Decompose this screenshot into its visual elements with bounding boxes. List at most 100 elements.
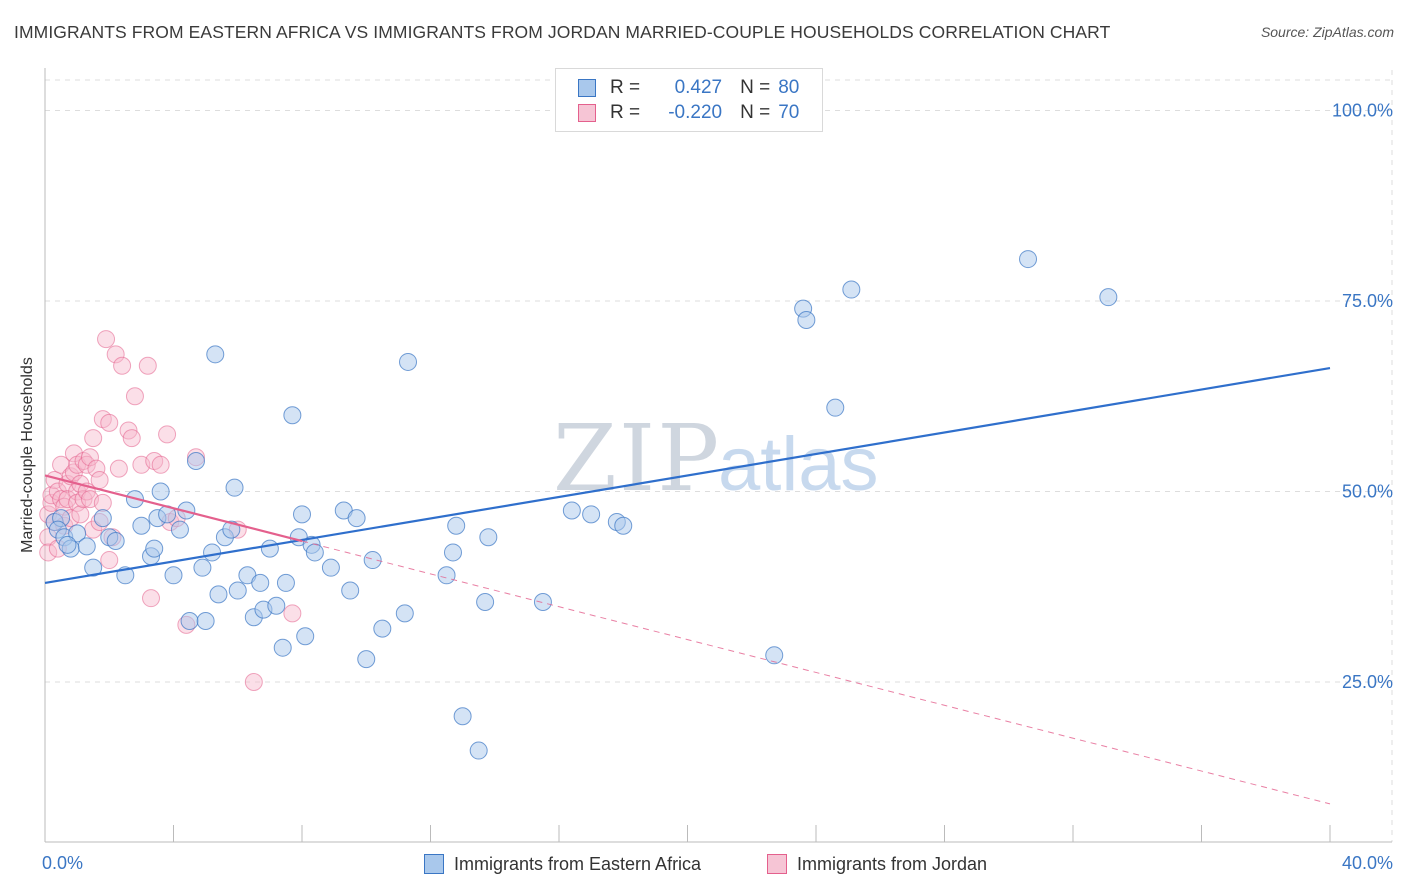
jordan-point (125, 387, 144, 406)
tick-labels: 25.0% 50.0% 75.0% 100.0% 0.0% 40.0% (42, 100, 1393, 873)
eastern-africa-point (77, 537, 96, 556)
jordan-point (283, 604, 302, 623)
eastern-africa-point (347, 509, 366, 528)
eastern-africa-points (45, 250, 1118, 760)
eastern-africa-point (193, 558, 212, 577)
eastern-africa-point (305, 543, 324, 562)
x-tick-label: 0.0% (42, 853, 83, 873)
legend-n-label: N = (740, 102, 771, 123)
jordan-point (71, 505, 90, 524)
eastern-africa-point (209, 585, 228, 604)
eastern-africa-point (296, 627, 315, 646)
legend-r-label: R = (610, 102, 641, 123)
chart-title: IMMIGRANTS FROM EASTERN AFRICA VS IMMIGR… (14, 22, 1111, 42)
eastern-africa-point (84, 558, 103, 577)
eastern-africa-point (373, 619, 392, 638)
y-tick-label: 75.0% (1342, 291, 1393, 311)
eastern-africa-point (357, 650, 376, 669)
eastern-africa-point (797, 311, 816, 330)
legend-row-jordan: R = -0.220 N = 70 (578, 101, 799, 125)
eastern-africa-point (196, 612, 215, 631)
jordan-point (90, 471, 109, 490)
x-tick-label: 40.0% (1342, 853, 1393, 873)
correlation-legend: R = 0.427 N = 80 R = -0.220 N = 70 (555, 68, 823, 132)
trend-lines (44, 366, 1331, 805)
eastern-africa-point (582, 505, 601, 524)
legend-n-label: N = (740, 77, 771, 98)
eastern-africa-trend-line (44, 366, 1331, 585)
legend-n-value: 80 (778, 77, 800, 98)
eastern-africa-point (283, 406, 302, 425)
jordan-point (100, 551, 119, 570)
eastern-africa-point (164, 566, 183, 585)
eastern-africa-point (180, 612, 199, 631)
eastern-africa-point (251, 573, 270, 592)
jordan-trend-line-solid (44, 474, 303, 543)
eastern-africa-point (533, 592, 552, 611)
eastern-africa-point (186, 452, 205, 470)
bottom-legend-eastern-africa: Immigrants from Eastern Africa (424, 852, 701, 876)
watermark: ZIP atlas (553, 405, 879, 512)
jordan-point (100, 413, 119, 432)
eastern-africa-point (614, 516, 633, 535)
source-label: Source: ZipAtlas.com (1260, 24, 1394, 40)
jordan-point (58, 490, 77, 509)
legend-row-eastern-africa: R = 0.427 N = 80 (578, 76, 799, 100)
watermark-zip-text: ZIP (553, 405, 721, 512)
jordan-point (84, 429, 103, 448)
jordan-point (97, 330, 116, 349)
eastern-africa-point (363, 551, 382, 570)
eastern-africa-point (132, 516, 151, 535)
eastern-africa-point (225, 478, 244, 497)
jordan-point (244, 672, 263, 691)
y-tick-label: 50.0% (1342, 481, 1393, 501)
eastern-africa-point (170, 520, 189, 539)
eastern-africa-point (206, 345, 225, 364)
bottom-legend-jordan: Immigrants from Jordan (767, 852, 987, 876)
eastern-africa-point (562, 501, 581, 520)
eastern-africa-point (826, 398, 845, 417)
eastern-africa-point (1099, 288, 1118, 307)
jordan-point (138, 356, 157, 375)
eastern-africa-point (341, 581, 360, 600)
eastern-africa-point (1019, 250, 1038, 269)
jordan-point (109, 459, 128, 478)
eastern-africa-point (267, 596, 286, 615)
eastern-africa-point (453, 707, 472, 726)
eastern-africa-point (273, 638, 292, 657)
eastern-africa-point (476, 592, 495, 611)
jordan-point (39, 543, 58, 562)
eastern-africa-point (321, 558, 340, 577)
eastern-africa-point (479, 528, 498, 547)
y-tick-label: 100.0% (1332, 100, 1393, 120)
eastern-africa-point (222, 520, 241, 539)
legend-n-value: 70 (778, 102, 800, 123)
eastern-africa-point (260, 539, 279, 558)
bottom-legend-label: Immigrants from Eastern Africa (454, 853, 702, 874)
eastern-africa-point (93, 509, 112, 528)
y-tick-label: 25.0% (1342, 672, 1393, 692)
eastern-africa-point (399, 352, 418, 371)
legend-swatch-pink (578, 104, 596, 122)
watermark-atlas-text: atlas (718, 422, 879, 507)
legend-r-value: 0.427 (674, 77, 723, 98)
eastern-africa-point (447, 516, 466, 535)
eastern-africa-point (145, 539, 164, 558)
bottom-legend-label: Immigrants from Jordan (797, 853, 988, 874)
gridlines (45, 70, 1393, 842)
eastern-africa-point (765, 646, 784, 665)
jordan-point (151, 455, 170, 474)
eastern-africa-point (443, 543, 462, 562)
eastern-africa-point (469, 741, 488, 760)
jordan-point (87, 459, 106, 478)
eastern-africa-point (276, 573, 295, 592)
jordan-point (158, 425, 177, 444)
jordan-trend-line-dashed (301, 540, 1331, 805)
eastern-africa-point (203, 543, 222, 562)
eastern-africa-point (395, 604, 414, 623)
eastern-africa-point (437, 566, 456, 585)
eastern-africa-point (58, 535, 77, 554)
eastern-africa-point (106, 532, 125, 551)
bottom-legend-swatch-pink (767, 854, 787, 874)
